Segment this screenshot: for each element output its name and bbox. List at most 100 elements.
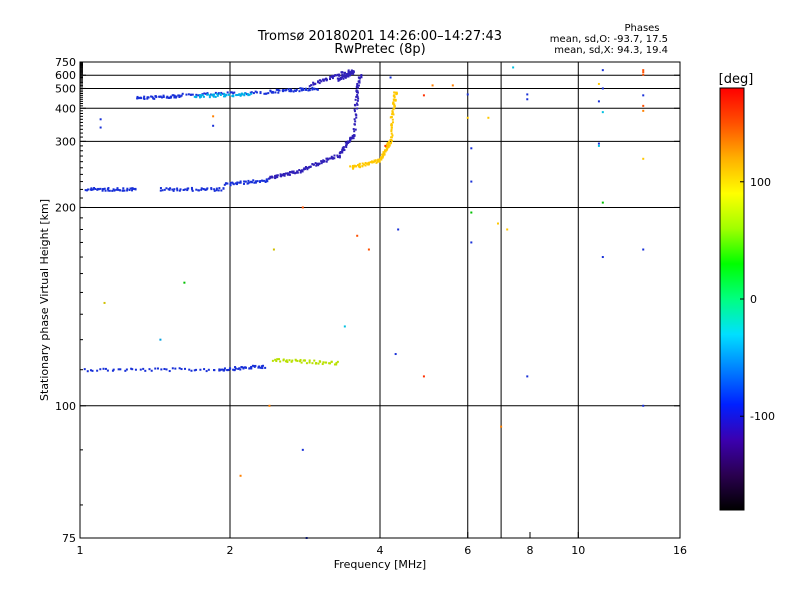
data-point — [358, 76, 361, 79]
data-point — [275, 174, 278, 177]
data-point — [277, 89, 280, 92]
data-point — [330, 360, 333, 363]
data-point — [360, 76, 363, 79]
data-point — [266, 180, 269, 183]
data-point — [288, 90, 291, 93]
data-point — [391, 121, 394, 124]
data-point — [146, 97, 149, 100]
data-point — [207, 368, 210, 371]
data-point — [265, 179, 268, 182]
data-point — [355, 91, 358, 94]
data-point — [131, 189, 134, 192]
data-point — [213, 93, 216, 96]
data-point — [597, 142, 600, 145]
data-point — [338, 74, 341, 77]
data-point — [92, 188, 95, 191]
data-point — [147, 96, 150, 99]
data-point — [119, 189, 122, 192]
data-point — [142, 97, 145, 100]
data-point — [236, 181, 239, 184]
data-point — [239, 181, 242, 184]
data-point — [269, 176, 272, 179]
data-point — [228, 367, 231, 370]
data-point — [234, 367, 237, 370]
data-point — [310, 84, 313, 87]
data-point — [106, 188, 109, 191]
data-point — [85, 189, 88, 192]
data-point — [377, 158, 380, 161]
data-point — [381, 156, 384, 159]
data-point — [212, 115, 215, 118]
x-tick-label: 10 — [571, 544, 585, 557]
data-point — [250, 366, 253, 369]
data-point — [163, 367, 166, 370]
data-point — [223, 367, 226, 370]
data-point — [142, 367, 145, 370]
data-point — [349, 165, 352, 168]
data-point — [325, 160, 328, 163]
data-point — [298, 169, 301, 172]
stats-line-x: mean, sd,X: 94.3, 19.4 — [554, 45, 668, 56]
data-point — [286, 360, 289, 363]
data-point — [422, 375, 425, 378]
data-point — [173, 188, 176, 191]
data-point — [171, 188, 174, 191]
data-point — [382, 153, 385, 156]
data-point — [253, 181, 256, 184]
data-point — [265, 92, 268, 95]
data-point — [308, 165, 311, 168]
data-point — [320, 162, 323, 165]
data-point — [269, 175, 272, 178]
data-point — [168, 96, 171, 99]
data-point — [200, 187, 203, 190]
data-point — [342, 147, 345, 150]
data-point — [259, 366, 262, 369]
data-point — [356, 91, 359, 94]
data-point — [160, 368, 163, 371]
data-point — [389, 76, 392, 79]
data-point — [323, 160, 326, 163]
data-point — [393, 94, 396, 97]
data-point — [336, 73, 339, 76]
chart-subtitle: RwPretec (8p) — [334, 42, 425, 57]
data-point — [392, 98, 395, 101]
data-point — [333, 363, 336, 366]
stats-heading: Phases — [624, 23, 659, 34]
data-point — [86, 370, 89, 373]
data-point — [322, 160, 325, 163]
x-axis-ticks: 1 2 4 6 8 10 16 — [77, 532, 687, 557]
data-point — [212, 95, 215, 98]
data-point — [393, 96, 396, 99]
data-point — [285, 172, 288, 175]
data-point — [240, 93, 243, 96]
data-point — [360, 75, 363, 78]
data-point — [395, 92, 398, 95]
data-point — [248, 181, 251, 184]
data-point — [352, 137, 355, 140]
data-point — [89, 188, 92, 191]
data-point — [89, 369, 92, 372]
data-point — [274, 175, 277, 178]
data-point — [108, 189, 111, 192]
data-point — [115, 188, 118, 191]
data-point — [112, 368, 115, 371]
data-point — [642, 404, 645, 407]
data-point — [487, 116, 490, 119]
data-point — [355, 89, 358, 92]
data-point — [348, 71, 351, 74]
data-point — [274, 91, 277, 94]
data-point — [286, 173, 289, 176]
data-point — [597, 144, 600, 147]
data-point — [331, 77, 334, 80]
data-point — [271, 176, 274, 179]
data-point — [271, 359, 274, 362]
data-point — [190, 186, 193, 189]
data-point — [272, 248, 275, 251]
data-point — [235, 183, 238, 186]
data-point — [247, 179, 250, 182]
data-point — [329, 362, 332, 365]
data-point — [224, 93, 227, 96]
data-point — [338, 154, 341, 157]
data-point — [195, 95, 198, 98]
data-point — [259, 92, 262, 95]
